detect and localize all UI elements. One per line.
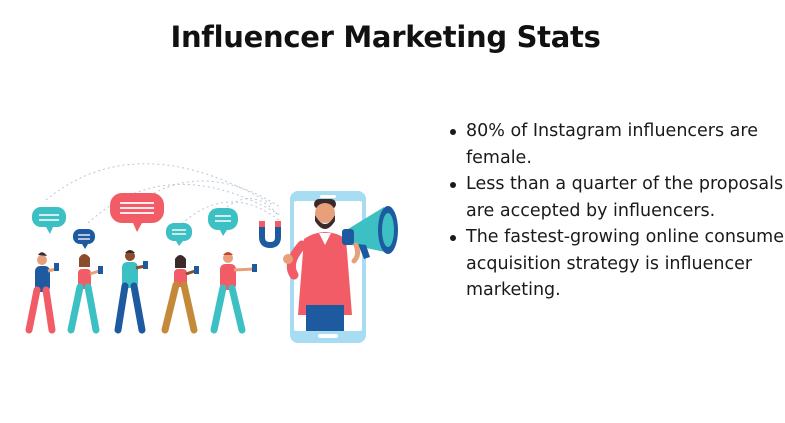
influencer-illustration: [18, 145, 428, 355]
stat-item: Less than a quarter of the proposals are…: [450, 171, 785, 224]
connection-arcs: [45, 163, 281, 228]
stat-item: 80% of Instagram influencers are female.: [450, 118, 785, 171]
stats-list: 80% of Instagram influencers are female.…: [444, 118, 785, 304]
person-icon: [161, 255, 199, 334]
person-icon: [114, 250, 148, 334]
megaphone-icon: [342, 206, 398, 264]
speech-bubble-icon: [110, 193, 164, 232]
stat-item: The fastest-growing online consumer acqu…: [450, 224, 785, 304]
speech-bubble-icon: [208, 208, 238, 236]
person-icon: [210, 252, 257, 334]
magnet-icon: [259, 221, 281, 249]
speech-bubble-icon: [166, 223, 192, 246]
person-icon: [25, 252, 59, 334]
person-icon: [67, 254, 103, 334]
influencer-person-icon: [283, 199, 352, 331]
page-title: Influencer Marketing Stats: [170, 20, 601, 54]
speech-bubble-icon: [32, 207, 66, 234]
speech-bubble-icon: [73, 229, 95, 249]
